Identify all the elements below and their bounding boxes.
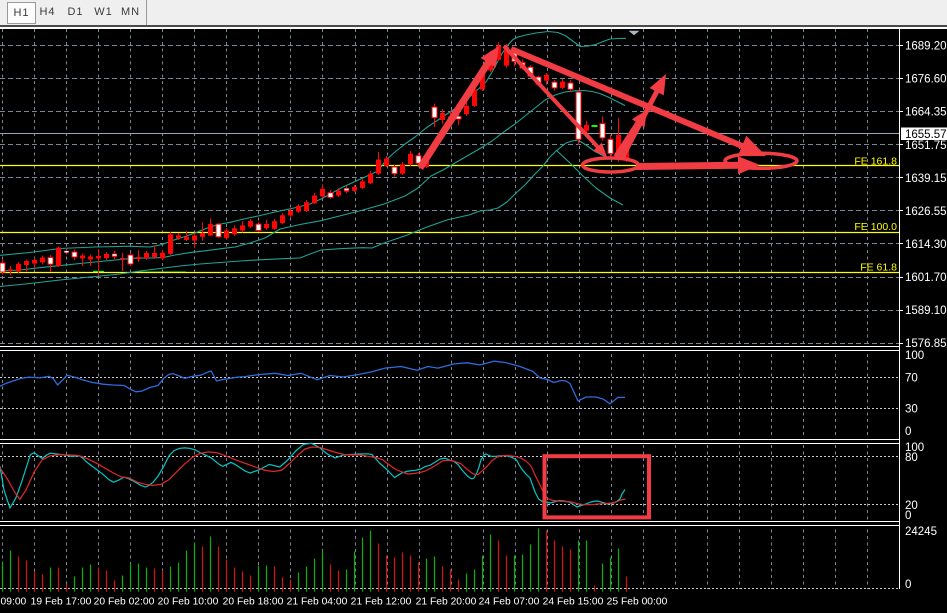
svg-text:100: 100 [905, 442, 924, 454]
svg-text:20 Feb 18:00: 20 Feb 18:00 [223, 597, 284, 608]
svg-text:20: 20 [905, 500, 918, 512]
svg-text:21 Feb 20:00: 21 Feb 20:00 [416, 597, 477, 608]
svg-text:20 Feb 10:00: 20 Feb 10:00 [158, 597, 219, 608]
svg-text:20 Feb 02:00: 20 Feb 02:00 [94, 597, 155, 608]
svg-text:FE 61.8: FE 61.8 [860, 261, 897, 273]
svg-text:24 Feb 07:00: 24 Feb 07:00 [479, 597, 540, 608]
svg-text:25 Feb 00:00: 25 Feb 00:00 [607, 597, 668, 608]
svg-text:1676.60: 1676.60 [905, 74, 947, 86]
svg-text:1601.70: 1601.70 [905, 272, 947, 284]
svg-text:80: 80 [905, 452, 918, 464]
svg-text:19 Feb 17:00: 19 Feb 17:00 [31, 597, 92, 608]
svg-text:1589.10: 1589.10 [905, 305, 947, 317]
svg-text:FE 100.0: FE 100.0 [854, 221, 897, 233]
svg-text:100: 100 [905, 350, 924, 362]
svg-text:1576.85: 1576.85 [905, 338, 947, 350]
svg-text:21 Feb 12:00: 21 Feb 12:00 [351, 597, 412, 608]
svg-text:24 Feb 15:00: 24 Feb 15:00 [543, 597, 604, 608]
svg-text:1664.35: 1664.35 [905, 107, 947, 119]
svg-text:1651.75: 1651.75 [905, 140, 947, 152]
svg-text:24245: 24245 [905, 526, 937, 538]
svg-text:30: 30 [905, 404, 918, 416]
svg-text:1614.30: 1614.30 [905, 239, 947, 251]
svg-text:21 Feb 04:00: 21 Feb 04:00 [287, 597, 348, 608]
svg-text:70: 70 [905, 373, 918, 385]
svg-text:0: 0 [905, 510, 911, 522]
svg-text:0: 0 [905, 579, 911, 591]
svg-text:0: 0 [905, 426, 911, 438]
svg-text:1639.15: 1639.15 [905, 173, 947, 185]
svg-text:FE 161.8: FE 161.8 [854, 156, 897, 168]
svg-text:1626.55: 1626.55 [905, 206, 947, 218]
svg-text:1689.20: 1689.20 [905, 41, 947, 53]
svg-text:09:00: 09:00 [1, 597, 27, 608]
svg-text:1655.57: 1655.57 [905, 129, 947, 141]
